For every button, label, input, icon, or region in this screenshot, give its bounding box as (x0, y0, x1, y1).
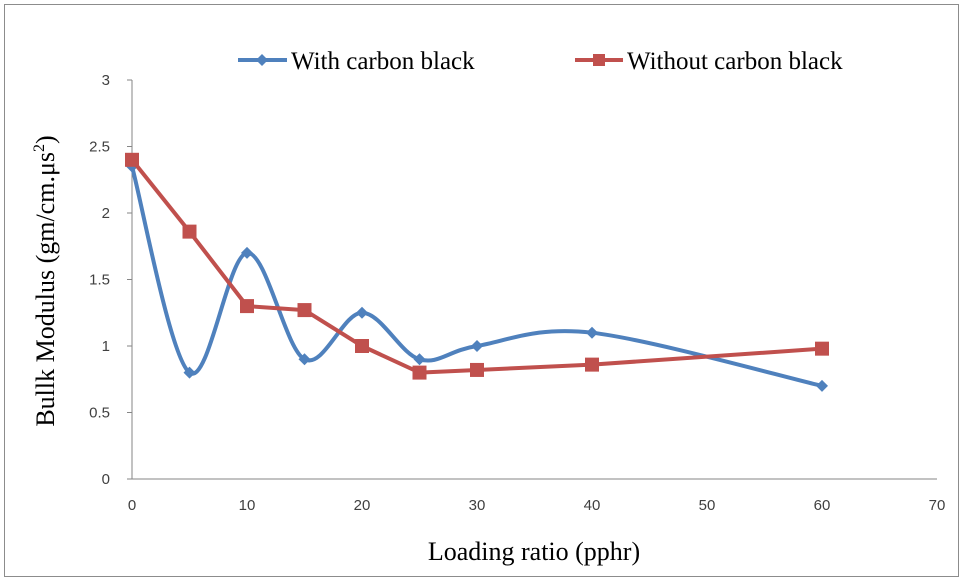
data-point-with-carbon-black (816, 379, 828, 392)
data-point-without-carbon-black (297, 303, 312, 318)
series-line-with-carbon-black (130, 165, 823, 388)
axes (131, 80, 937, 480)
legend-marker-diamond (256, 54, 268, 66)
x-tick-label: 0 (128, 497, 136, 514)
data-point-with-carbon-black (471, 340, 483, 352)
data-point-with-carbon-black (241, 246, 253, 259)
data-point-without-carbon-black (182, 224, 197, 239)
x-tick-label: 40 (584, 497, 601, 514)
x-tick-label: 50 (699, 497, 716, 514)
data-point-without-carbon-black (125, 152, 139, 167)
chart-area (4, 4, 959, 577)
series-with-carbon-black (126, 160, 828, 392)
data-point-without-carbon-black (815, 341, 829, 356)
legend-label-without-carbon-black: Without carbon black (627, 48, 843, 75)
y-tick-label: 3 (102, 72, 110, 89)
y-axis-title: Bullk Modulus (gm/cm.μs2) (31, 135, 60, 426)
data-point-with-carbon-black (356, 306, 368, 319)
legend-item-with-carbon-black: With carbon black (238, 48, 475, 75)
data-point-without-carbon-black (355, 339, 369, 353)
x-axis-ticks: 0 10 20 30 40 50 60 70 (128, 497, 946, 514)
data-point-without-carbon-black (412, 365, 427, 380)
data-point-without-carbon-black (240, 299, 254, 314)
series-without-carbon-black (125, 152, 829, 380)
data-point-without-carbon-black (585, 357, 599, 372)
x-axis-title: Loading ratio (pphr) (428, 537, 640, 566)
y-tick-label: 1 (102, 338, 110, 355)
x-tick-label: 10 (239, 497, 256, 514)
y-tick-label: 2.5 (89, 139, 110, 156)
data-point-with-carbon-black (298, 353, 311, 366)
legend-item-without-carbon-black: Without carbon black (575, 48, 843, 75)
y-tick-label: 0 (102, 471, 110, 488)
legend: With carbon black Without carbon black (238, 48, 843, 75)
x-tick-label: 70 (929, 497, 946, 514)
legend-marker-square (593, 54, 605, 66)
data-point-with-carbon-black (586, 326, 598, 339)
series-layer (125, 152, 829, 392)
data-point-with-carbon-black (413, 353, 426, 366)
data-point-without-carbon-black (470, 362, 484, 377)
x-tick-label: 30 (469, 497, 486, 514)
x-tick-label: 20 (354, 497, 371, 514)
y-axis-ticks: 0 0.5 1 1.5 2 2.5 3 (89, 72, 132, 488)
y-tick-label: 0.5 (89, 405, 110, 422)
data-point-with-carbon-black (183, 366, 196, 379)
y-tick-label: 1.5 (89, 272, 110, 289)
legend-label-with-carbon-black: With carbon black (291, 48, 475, 75)
y-tick-label: 2 (102, 205, 110, 222)
x-tick-label: 60 (814, 497, 831, 514)
